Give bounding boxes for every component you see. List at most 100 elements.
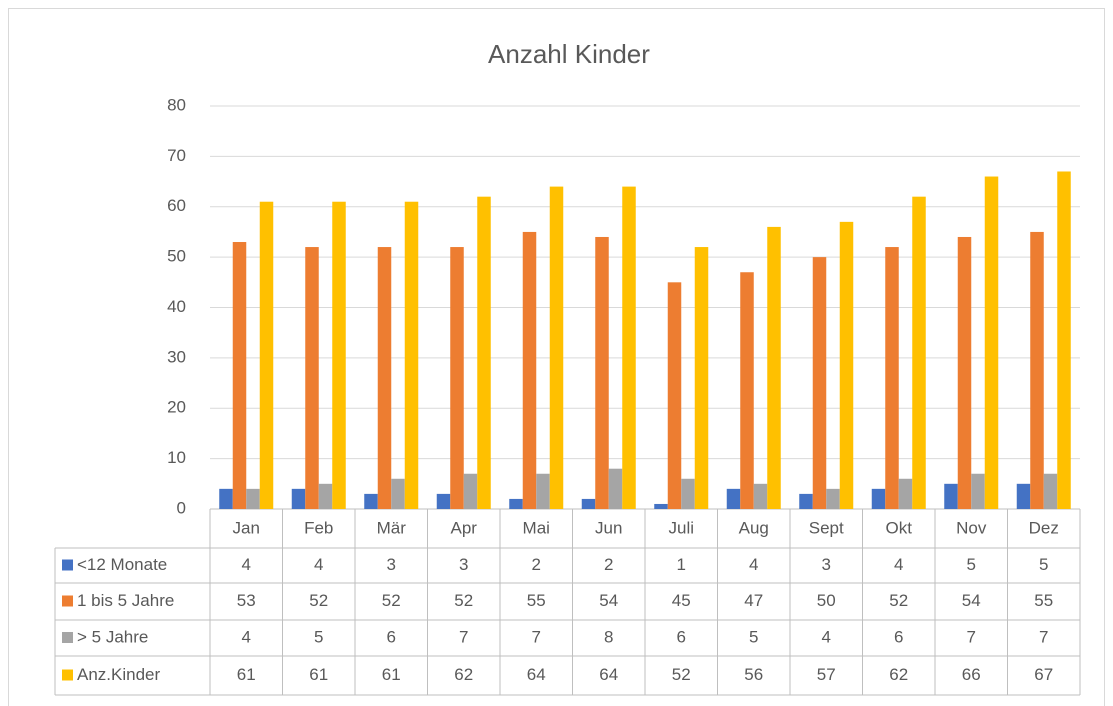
table-cell: 67 xyxy=(1034,665,1053,684)
bar xyxy=(404,201,419,509)
table-cell: 61 xyxy=(382,665,401,684)
bar xyxy=(885,247,899,510)
table-cell: 53 xyxy=(237,591,256,610)
y-tick-label: 0 xyxy=(177,498,186,517)
table-cell: 54 xyxy=(962,591,981,610)
bar xyxy=(1016,483,1031,509)
bar xyxy=(694,247,709,510)
bar xyxy=(305,247,319,510)
chart-border xyxy=(8,8,1105,706)
table-cell: 55 xyxy=(1034,591,1053,610)
table-cell: 2 xyxy=(604,555,613,574)
legend-label: 1 bis 5 Jahre xyxy=(77,591,174,610)
y-tick-label: 60 xyxy=(167,196,186,215)
bar xyxy=(595,236,609,509)
bar xyxy=(826,488,840,509)
table-cell: 4 xyxy=(894,555,903,574)
table-cell: 4 xyxy=(749,555,758,574)
bar xyxy=(971,473,985,509)
bar xyxy=(812,257,827,509)
bar xyxy=(622,186,636,509)
y-tick-label: 30 xyxy=(167,347,186,366)
bar xyxy=(681,478,695,509)
bar xyxy=(463,473,478,509)
bar xyxy=(364,493,378,509)
legend-label: <12 Monate xyxy=(77,555,167,574)
bar xyxy=(740,272,754,509)
legend-key xyxy=(62,559,73,571)
bar xyxy=(581,498,596,509)
bar xyxy=(522,231,537,509)
table-cell: 7 xyxy=(967,627,976,646)
table-cell: 52 xyxy=(309,591,328,610)
table-cell: 4 xyxy=(822,627,831,646)
bar xyxy=(871,488,886,509)
legend-key xyxy=(62,595,73,607)
table-cell: 7 xyxy=(532,627,541,646)
bar xyxy=(667,282,682,509)
legend-key xyxy=(62,669,73,681)
table-cell: 47 xyxy=(744,591,763,610)
table-cell: 61 xyxy=(237,665,256,684)
bar xyxy=(219,488,233,509)
table-cell: 64 xyxy=(527,665,546,684)
bar xyxy=(608,468,623,509)
x-tick-label: Jan xyxy=(233,518,260,537)
bar xyxy=(391,478,405,509)
table-cell: 66 xyxy=(962,665,981,684)
x-tick-label: Feb xyxy=(304,518,333,537)
x-tick-label: Dez xyxy=(1029,518,1059,537)
table-cell: 3 xyxy=(459,555,468,574)
x-tick-label: Mär xyxy=(377,518,407,537)
table-cell: 2 xyxy=(532,555,541,574)
table-cell: 57 xyxy=(817,665,836,684)
table-cell: 61 xyxy=(309,665,328,684)
table-cell: 45 xyxy=(672,591,691,610)
bar xyxy=(944,483,958,509)
table-cell: 6 xyxy=(894,627,903,646)
x-tick-label: Apr xyxy=(451,518,478,537)
x-tick-label: Aug xyxy=(739,518,769,537)
table-cell: 6 xyxy=(387,627,396,646)
table-cell: 50 xyxy=(817,591,836,610)
table-cell: 5 xyxy=(314,627,323,646)
table-cell: 5 xyxy=(967,555,976,574)
x-tick-label: Okt xyxy=(886,518,913,537)
table-cell: 52 xyxy=(672,665,691,684)
bar xyxy=(536,473,550,509)
bar xyxy=(912,196,926,510)
table-cell: 52 xyxy=(454,591,473,610)
bar xyxy=(654,503,668,509)
table-cell: 8 xyxy=(604,627,613,646)
bar xyxy=(259,201,274,509)
bar xyxy=(377,247,392,510)
bar xyxy=(246,488,260,509)
y-tick-label: 70 xyxy=(167,146,186,165)
x-tick-label: Nov xyxy=(956,518,987,537)
bar xyxy=(957,236,972,509)
table-cell: 5 xyxy=(749,627,758,646)
table-cell: 4 xyxy=(242,555,251,574)
table-cell: 62 xyxy=(889,665,908,684)
bar xyxy=(839,221,854,510)
table-cell: 54 xyxy=(599,591,618,610)
x-tick-label: Juli xyxy=(668,518,694,537)
bar xyxy=(898,478,913,509)
table-cell: 5 xyxy=(1039,555,1048,574)
bar xyxy=(1030,231,1044,509)
bar xyxy=(767,226,781,509)
bar xyxy=(1043,473,1058,509)
table-cell: 1 xyxy=(677,555,686,574)
y-tick-label: 80 xyxy=(167,95,186,114)
table-cell: 6 xyxy=(677,627,686,646)
bar xyxy=(318,483,333,509)
legend-key xyxy=(62,632,73,643)
bar xyxy=(509,498,523,509)
table-cell: 4 xyxy=(242,627,251,646)
bar xyxy=(1057,171,1071,510)
y-tick-label: 40 xyxy=(167,297,186,316)
table-cell: 52 xyxy=(889,591,908,610)
table-cell: 55 xyxy=(527,591,546,610)
bar xyxy=(291,488,306,509)
